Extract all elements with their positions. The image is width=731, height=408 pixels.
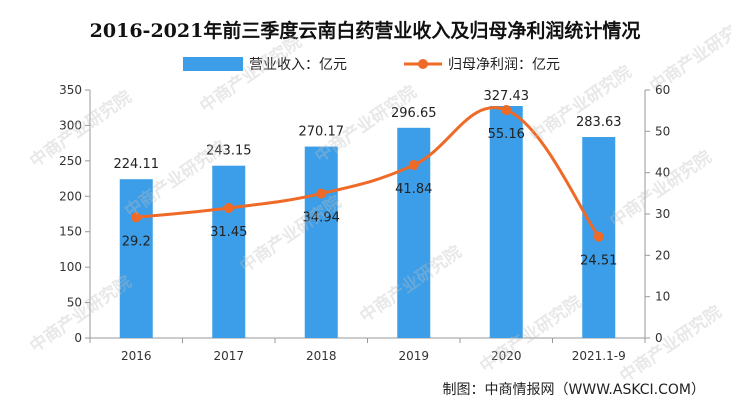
- y-right-tick-label: 40: [655, 166, 670, 180]
- line-value-label: 34.94: [303, 211, 340, 226]
- line-value-label: 55.16: [488, 127, 525, 142]
- profit-line: [136, 106, 600, 238]
- bar: [119, 179, 153, 338]
- bar-value-label: 224.11: [114, 157, 160, 172]
- bar-value-label: 283.63: [576, 115, 622, 130]
- y-left-tick-label: 100: [59, 260, 82, 274]
- legend-line-label: 归母净利润：亿元: [448, 56, 560, 73]
- line-value-label: 31.45: [210, 225, 247, 240]
- line-point: [501, 105, 512, 116]
- y-right-tick-label: 60: [655, 83, 670, 97]
- y-right-tick-label: 30: [655, 207, 670, 221]
- x-tick-label: 2019: [398, 349, 429, 363]
- y-right-tick-label: 20: [655, 248, 670, 262]
- line-value-label: 24.51: [580, 254, 617, 269]
- bar: [304, 146, 338, 338]
- x-tick-label: 2020: [491, 349, 522, 363]
- x-tick-label: 2021.1-9: [572, 349, 626, 363]
- y-left-tick-label: 250: [59, 154, 82, 168]
- bar: [212, 165, 246, 338]
- chart-title: 2016-2021年前三季度云南白药营业收入及归母净利润统计情况: [90, 19, 641, 42]
- y-left-tick-label: 150: [59, 225, 82, 239]
- legend-bar-swatch: [183, 57, 243, 71]
- y-left-tick-label: 0: [74, 331, 82, 345]
- bar: [489, 105, 523, 338]
- x-tick-label: 2018: [306, 349, 337, 363]
- legend-line-marker: [418, 59, 428, 69]
- y-left-tick-label: 200: [59, 189, 82, 203]
- line-value-label: 41.84: [395, 182, 432, 197]
- line-point: [316, 188, 327, 199]
- line-point: [223, 203, 234, 214]
- y-left-tick-label: 50: [67, 296, 82, 310]
- line-point: [408, 160, 419, 171]
- line-point: [593, 231, 604, 242]
- y-right-tick-label: 50: [655, 124, 670, 138]
- y-left-tick-label: 300: [59, 118, 82, 132]
- bar-value-label: 243.15: [206, 144, 252, 159]
- bar-value-label: 327.43: [484, 89, 530, 104]
- x-tick-label: 2017: [213, 349, 244, 363]
- bar-value-label: 296.65: [391, 106, 437, 121]
- y-right-tick-label: 0: [655, 331, 663, 345]
- line-point: [131, 212, 142, 223]
- source-note: 制图：中商情报网（WWW.ASKCI.COM）: [442, 382, 705, 398]
- x-tick-label: 2016: [121, 349, 152, 363]
- line-value-label: 29.2: [122, 234, 151, 249]
- y-right-tick-label: 10: [655, 290, 670, 304]
- y-left-tick-label: 350: [59, 83, 82, 97]
- legend-bar-label: 营业收入：亿元: [249, 57, 347, 73]
- bar-value-label: 270.17: [299, 125, 345, 140]
